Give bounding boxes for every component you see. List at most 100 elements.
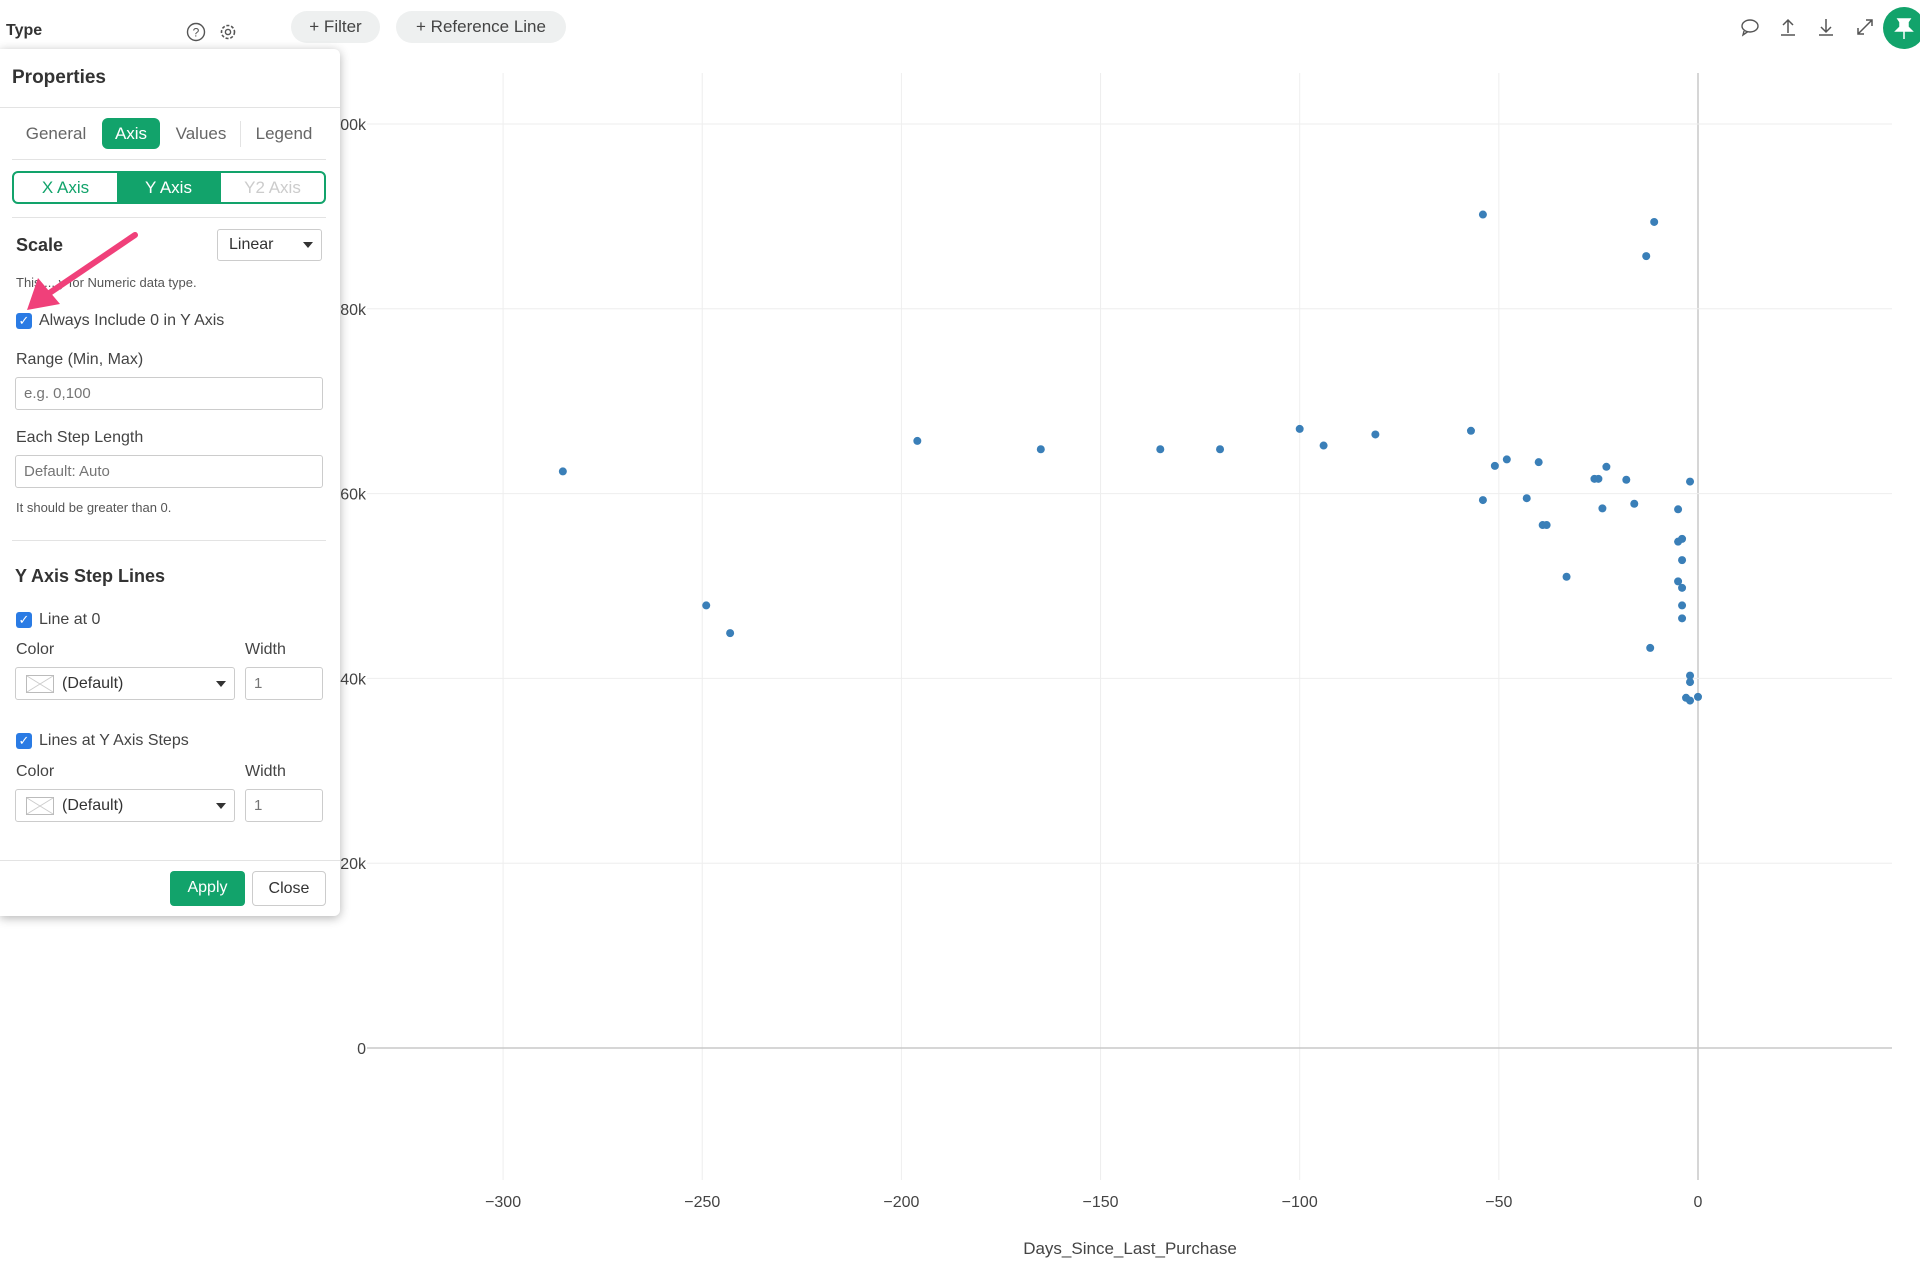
chevron-down-icon bbox=[303, 242, 313, 248]
data-point bbox=[1678, 614, 1687, 623]
x-tick-label: 0 bbox=[1694, 1194, 1703, 1211]
type-label: Type bbox=[6, 22, 43, 39]
tab-general[interactable]: General bbox=[25, 124, 87, 143]
data-point bbox=[1686, 671, 1695, 680]
color-label: Color bbox=[16, 641, 55, 658]
data-point bbox=[1542, 521, 1551, 530]
x-tick-label: −150 bbox=[1083, 1194, 1119, 1211]
gear-icon[interactable] bbox=[218, 22, 238, 42]
x-tick-label: −100 bbox=[1282, 1194, 1318, 1211]
scale-hint: This ... y for Numeric data type. bbox=[16, 275, 197, 290]
data-point bbox=[1630, 499, 1639, 508]
step-lines-title: Y Axis Step Lines bbox=[15, 566, 166, 586]
data-point bbox=[1646, 643, 1655, 652]
x-tick-label: −200 bbox=[883, 1194, 919, 1211]
data-point bbox=[1216, 445, 1225, 454]
data-point bbox=[1674, 505, 1683, 514]
data-point bbox=[1686, 678, 1695, 687]
range-label: Range (Min, Max) bbox=[16, 351, 144, 368]
data-point bbox=[1478, 210, 1487, 219]
add-filter-button[interactable]: + Filter bbox=[291, 11, 380, 43]
data-point bbox=[702, 601, 711, 610]
y-tick-label: 60k bbox=[340, 487, 367, 504]
step-hint: It should be greater than 0. bbox=[16, 500, 172, 515]
scale-value: Linear bbox=[229, 236, 274, 253]
y-tick-label: 100k bbox=[331, 117, 367, 134]
lines-at-steps-width-input[interactable] bbox=[245, 789, 323, 822]
tab-values[interactable]: Values bbox=[175, 124, 227, 143]
x-tick-label: −250 bbox=[684, 1194, 720, 1211]
data-point bbox=[1678, 583, 1687, 592]
expand-icon[interactable] bbox=[1854, 16, 1876, 38]
data-point bbox=[1650, 217, 1659, 226]
data-point bbox=[1522, 494, 1531, 503]
data-point bbox=[1466, 426, 1475, 435]
data-point bbox=[1694, 692, 1702, 701]
svg-text:?: ? bbox=[193, 26, 200, 40]
data-point bbox=[1622, 475, 1631, 484]
y2-axis-tab[interactable]: Y2 Axis bbox=[220, 173, 324, 202]
no-color-swatch-icon bbox=[26, 674, 54, 693]
data-point bbox=[1598, 504, 1607, 513]
y-tick-label: 40k bbox=[340, 671, 367, 688]
panel-title: Properties bbox=[12, 67, 106, 88]
color-value: (Default) bbox=[62, 796, 124, 814]
line-at-zero-checkbox[interactable]: ✓ bbox=[16, 612, 32, 628]
data-point bbox=[1478, 496, 1487, 505]
close-button[interactable]: Close bbox=[252, 871, 326, 906]
lines-at-steps-label: Lines at Y Axis Steps bbox=[39, 732, 189, 749]
lines-at-steps-color-select[interactable]: (Default) bbox=[15, 789, 235, 822]
step-length-label: Each Step Length bbox=[16, 429, 144, 446]
upload-icon[interactable] bbox=[1777, 16, 1799, 38]
data-point bbox=[1319, 441, 1328, 450]
data-point bbox=[1674, 577, 1683, 586]
line-at-zero-color-select[interactable]: (Default) bbox=[15, 667, 235, 700]
data-point bbox=[1678, 601, 1687, 610]
data-point bbox=[1602, 462, 1611, 471]
comment-icon[interactable] bbox=[1739, 16, 1761, 38]
properties-panel: Properties General Axis Values Legend X … bbox=[0, 49, 340, 916]
data-point bbox=[1686, 477, 1695, 486]
data-point bbox=[1678, 534, 1687, 543]
x-tick-label: −300 bbox=[485, 1194, 521, 1211]
data-point bbox=[1678, 556, 1687, 565]
data-point bbox=[1594, 474, 1603, 483]
data-point bbox=[1534, 458, 1543, 467]
y-tick-label: 20k bbox=[340, 856, 367, 873]
data-point bbox=[1036, 445, 1045, 454]
x-axis-tab[interactable]: X Axis bbox=[41, 178, 90, 197]
color-label: Color bbox=[16, 763, 55, 780]
y-tick-label: 0 bbox=[357, 1041, 366, 1058]
range-input[interactable] bbox=[15, 377, 323, 410]
data-point bbox=[1502, 455, 1511, 464]
chevron-down-icon bbox=[216, 802, 226, 809]
x-axis-title: Days_Since_Last_Purchase bbox=[1023, 1239, 1237, 1258]
data-point bbox=[1490, 461, 1499, 470]
axis-selector: X Axis Y Axis Y2 Axis bbox=[12, 171, 326, 204]
pin-icon[interactable] bbox=[1882, 6, 1920, 50]
data-point bbox=[1686, 696, 1695, 705]
y-axis-tab[interactable]: Y Axis bbox=[117, 173, 220, 202]
lines-at-steps-checkbox[interactable]: ✓ bbox=[16, 733, 32, 749]
tab-legend[interactable]: Legend bbox=[255, 124, 313, 143]
data-point bbox=[726, 629, 735, 638]
data-point bbox=[1295, 424, 1304, 433]
y-tick-label: 80k bbox=[340, 302, 367, 319]
help-icon[interactable]: ? bbox=[186, 22, 206, 42]
always-include-zero-checkbox[interactable]: ✓ bbox=[16, 313, 32, 329]
data-point bbox=[558, 467, 567, 476]
data-point bbox=[1156, 445, 1165, 454]
apply-button[interactable]: Apply bbox=[170, 871, 245, 906]
data-point bbox=[913, 436, 922, 445]
scale-label: Scale bbox=[16, 235, 64, 255]
line-at-zero-label: Line at 0 bbox=[39, 611, 101, 628]
line-at-zero-width-input[interactable] bbox=[245, 667, 323, 700]
download-icon[interactable] bbox=[1815, 16, 1837, 38]
step-length-input[interactable] bbox=[15, 455, 323, 488]
data-point bbox=[1562, 572, 1571, 581]
scale-select[interactable]: Linear bbox=[217, 229, 322, 261]
width-label: Width bbox=[245, 641, 286, 658]
color-value: (Default) bbox=[62, 674, 124, 692]
tab-axis[interactable]: Axis bbox=[102, 118, 160, 149]
add-reference-line-button[interactable]: + Reference Line bbox=[396, 11, 566, 43]
